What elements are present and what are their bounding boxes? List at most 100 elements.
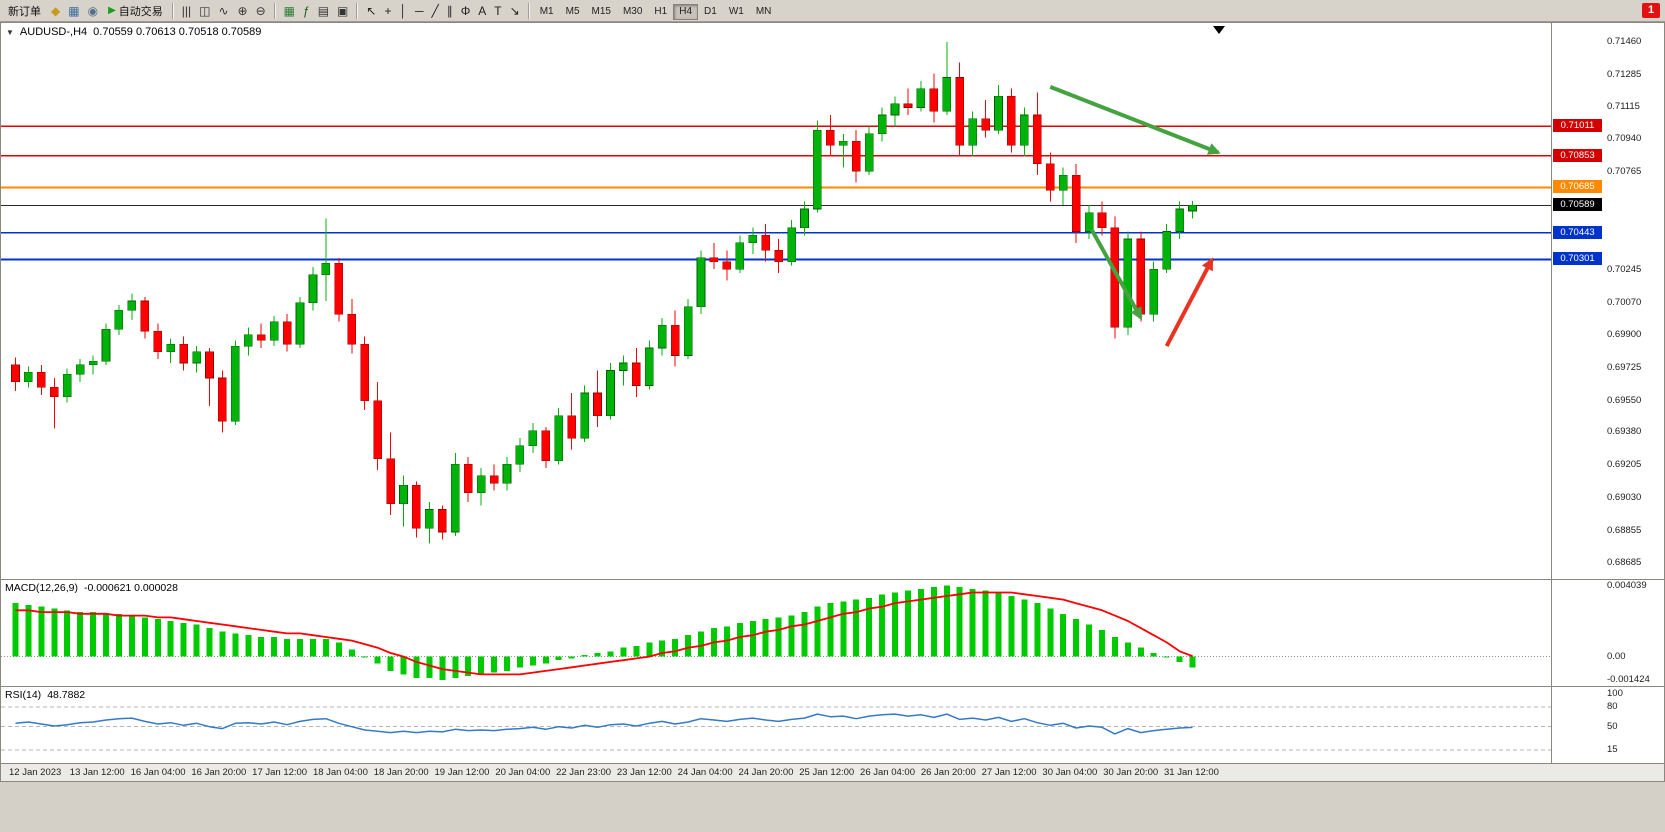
label-icon[interactable]: T [490,2,505,20]
candlestick-icon[interactable]: ◫ [195,2,214,20]
toolbar-separator [273,2,276,19]
price-tick-label: 0.71115 [1607,100,1640,112]
up-trend-arrow[interactable] [1164,257,1214,348]
templates-icon[interactable]: ▤ [314,2,333,20]
zoom-out-icon[interactable]: ⊖ [252,2,270,20]
price-axis[interactable]: 0.71460 0.71285 0.71115 0.70940 0.70765 0.702… [1551,23,1664,580]
text-icon[interactable]: A [474,2,490,20]
down-trend-arrow-1[interactable] [1049,85,1221,155]
price-line-label: 0.70853 [1553,148,1602,162]
timeframe-h1-button[interactable]: H1 [648,4,673,20]
timeframe-h4-button[interactable]: H4 [673,3,699,20]
trendline-icon[interactable]: ╱ [427,2,442,20]
fibonacci-icon[interactable]: Φ [457,2,475,20]
timeframe-group: M1 M5 M15 M30 H1 H4 D1 W1 MN [534,1,778,20]
time-axis-label: 17 Jan 12:00 [252,767,308,778]
chart-type-icon-group: ||| ◫ ∿ [178,2,233,20]
play-icon: ▶ [108,5,116,16]
rsi-value: 48.7882 [47,689,86,701]
macd-values: -0.000621 0.000028 [83,582,178,594]
crosshair-icon[interactable]: + [380,2,395,20]
time-axis-label: 18 Jan 04:00 [312,767,368,778]
toolbar-left-icon-group: ◆ ▦ ◉ [47,2,102,20]
rsi-label: RSI(14) 48.7882 [5,689,86,701]
rsi-plot[interactable] [1,687,1551,763]
macd-panel[interactable]: MACD(12,26,9) -0.000621 0.000028 [1,580,1551,687]
grid-icon[interactable]: ▦ [280,2,299,20]
timeframe-d1-button[interactable]: D1 [698,4,723,20]
timeframe-m15-button[interactable]: M15 [586,4,617,20]
cursor-icon[interactable]: ↖ [362,2,380,20]
line-chart-icon[interactable]: ∿ [214,2,232,20]
time-axis-label: 25 Jan 12:00 [799,767,855,778]
draw-icon-group: ↖ + │ ─ ╱ ∥ Φ A T ↘ [362,2,523,20]
chart-shift-marker-icon[interactable] [1213,26,1225,34]
price-tick-label: 0.70940 [1607,133,1642,145]
timeframe-w1-button[interactable]: W1 [723,4,750,20]
timeframe-m30-button[interactable]: M30 [617,4,648,20]
symbol-timeframe-label: AUDUSD-,H4 [19,26,88,38]
notification-badge[interactable]: 1 [1642,3,1660,18]
price-line-label: 0.70301 [1553,252,1602,266]
zoom-icon-group: ⊕ ⊖ [234,2,270,20]
rsi-axis: 100 80 50 15 [1551,687,1664,764]
time-axis-label: 23 Jan 12:00 [616,767,672,778]
new-order-button[interactable]: 新订单 [3,2,46,20]
arrows-icon[interactable]: ↘ [506,2,524,20]
rsi-panel[interactable]: RSI(14) 48.7882 [1,687,1551,764]
time-axis-label: 26 Jan 04:00 [860,767,915,778]
price-line-label: 0.70589 [1553,198,1602,212]
rsi-tick-label: 50 [1607,720,1618,732]
price-line-label: 0.71011 [1553,119,1602,133]
macd-tick-label: 0.00 [1607,650,1626,662]
time-axis-label: 26 Jan 20:00 [920,767,976,778]
symbols-icon[interactable]: ◆ [47,2,64,20]
down-trend-arrow-2[interactable] [1089,228,1143,321]
chart-window: ▼ AUDUSD-,H4 0.70559 0.70613 0.70518 0.7… [0,22,1665,782]
time-axis-label: 22 Jan 23:00 [556,767,612,778]
price-line-label: 0.70443 [1553,225,1602,239]
price-tick-label: 0.69205 [1607,459,1642,471]
macd-signal-line [15,591,1193,676]
auto-trading-button[interactable]: ▶ 自动交易 [103,2,168,20]
navigator-icon[interactable]: ◉ [84,2,102,20]
price-tick-label: 0.71460 [1607,35,1642,47]
price-tick-label: 0.69725 [1607,361,1642,373]
market-watch-icon[interactable]: ▦ [64,2,83,20]
channel-icon[interactable]: ∥ [443,2,457,20]
indicators-icon[interactable]: ƒ [299,2,314,20]
auto-trading-label: 自动交易 [118,5,163,18]
window-icon-group: ▦ ƒ ▤ ▣ [280,2,353,20]
macd-tick-label: 0.004039 [1607,580,1647,591]
candlestick-plot[interactable] [1,23,1551,579]
price-line-label: 0.70685 [1553,180,1602,194]
price-tick-label: 0.69900 [1607,328,1642,340]
bar-chart-icon[interactable]: ||| [178,2,195,20]
toolbar-separator [356,2,359,19]
zoom-in-icon[interactable]: ⊕ [234,2,252,20]
time-axis-label: 20 Jan 04:00 [495,767,551,778]
price-tick-label: 0.68685 [1607,557,1642,569]
toolbar-separator [171,2,174,19]
tile-windows-icon[interactable]: ▣ [333,2,352,20]
horizontal-line-icon[interactable]: ─ [411,2,428,20]
chart-title: ▼ AUDUSD-,H4 0.70559 0.70613 0.70518 0.7… [6,26,261,38]
time-axis-label: 18 Jan 20:00 [373,767,429,778]
vertical-line-icon[interactable]: │ [395,2,411,20]
macd-axis: 0.004039 0.00 -0.001424 [1551,580,1664,687]
time-axis-label: 16 Jan 04:00 [130,767,186,778]
price-tick-label: 0.70245 [1607,264,1642,275]
timeframe-mn-button[interactable]: MN [750,4,778,20]
timeframe-m1-button[interactable]: M1 [534,4,560,20]
price-chart-panel[interactable]: ▼ AUDUSD-,H4 0.70559 0.70613 0.70518 0.7… [1,23,1551,580]
time-axis-label: 30 Jan 04:00 [1042,767,1098,778]
time-axis[interactable]: 12 Jan 2023 13 Jan 12:00 16 Jan 04:00 16 Ja… [1,764,1664,781]
rsi-tick-label: 100 [1607,687,1623,699]
macd-plot[interactable] [1,580,1551,686]
symbol-dropdown-icon[interactable]: ▼ [6,27,14,37]
time-axis-label: 24 Jan 20:00 [738,767,794,778]
time-axis-label: 30 Jan 20:00 [1103,767,1159,778]
toolbar-separator [527,2,530,19]
rsi-tick-label: 80 [1607,700,1618,712]
timeframe-m5-button[interactable]: M5 [560,4,586,20]
